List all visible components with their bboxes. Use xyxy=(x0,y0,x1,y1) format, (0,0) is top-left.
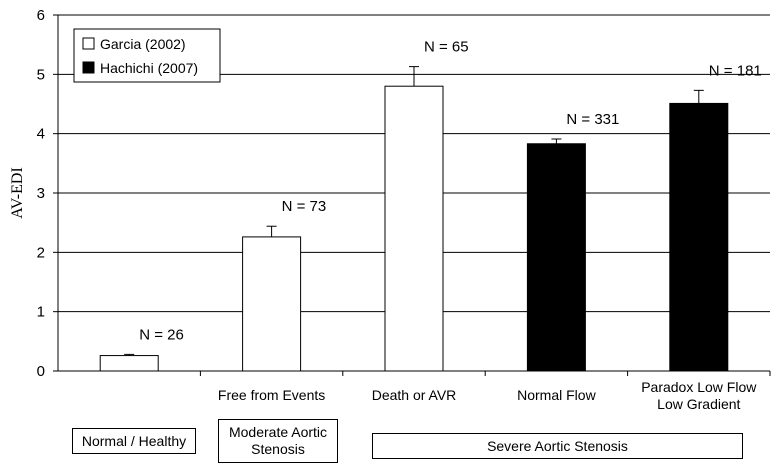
group-label: Severe Aortic Stenosis xyxy=(487,437,628,454)
x-tick-label: Free from Events xyxy=(218,387,325,403)
group-label: Normal / Healthy xyxy=(81,432,187,449)
group-moderate-aortic-stenosis: Moderate Aortic Stenosis xyxy=(218,419,338,463)
legend-swatch xyxy=(82,61,95,74)
group-label: Moderate Aortic Stenosis xyxy=(228,424,328,457)
y-tick-label: 4 xyxy=(37,126,45,143)
data-label: N = 26 xyxy=(139,326,184,343)
y-tick-label: 5 xyxy=(37,66,45,83)
bar xyxy=(669,102,729,372)
x-tick-label: Normal Flow xyxy=(517,387,596,403)
legend: Garcia (2002) Hachichi (2007) xyxy=(73,28,221,83)
bar xyxy=(384,85,444,372)
y-tick-label: 6 xyxy=(37,7,45,24)
bar xyxy=(99,355,159,372)
legend-entry: Garcia (2002) xyxy=(100,36,186,52)
data-label: N = 181 xyxy=(709,62,762,79)
bars xyxy=(99,66,729,372)
bar xyxy=(526,143,586,372)
y-tick-label: 2 xyxy=(37,244,45,261)
legend-entry: Hachichi (2007) xyxy=(100,60,198,76)
bar xyxy=(242,236,302,372)
y-tick-label: 0 xyxy=(37,363,45,380)
data-label: N = 331 xyxy=(566,111,619,128)
group-severe-aortic-stenosis: Severe Aortic Stenosis xyxy=(372,433,743,459)
x-tick-label: Paradox Low Flow Low Gradient xyxy=(641,379,757,410)
data-label: N = 73 xyxy=(282,198,327,215)
y-axis-label: AV-EDI xyxy=(9,167,26,219)
legend-swatch xyxy=(82,37,95,50)
y-tick-label: 3 xyxy=(37,185,45,202)
labels: N = 26 N = 73 Free from Events N = 65 Death … xyxy=(139,39,762,410)
data-label: N = 65 xyxy=(424,39,469,56)
legend-frame xyxy=(73,28,221,83)
y-tick-label: 1 xyxy=(37,304,45,321)
group-normal-healthy: Normal / Healthy xyxy=(72,428,196,454)
x-tick-label: Death or AVR xyxy=(372,387,457,403)
